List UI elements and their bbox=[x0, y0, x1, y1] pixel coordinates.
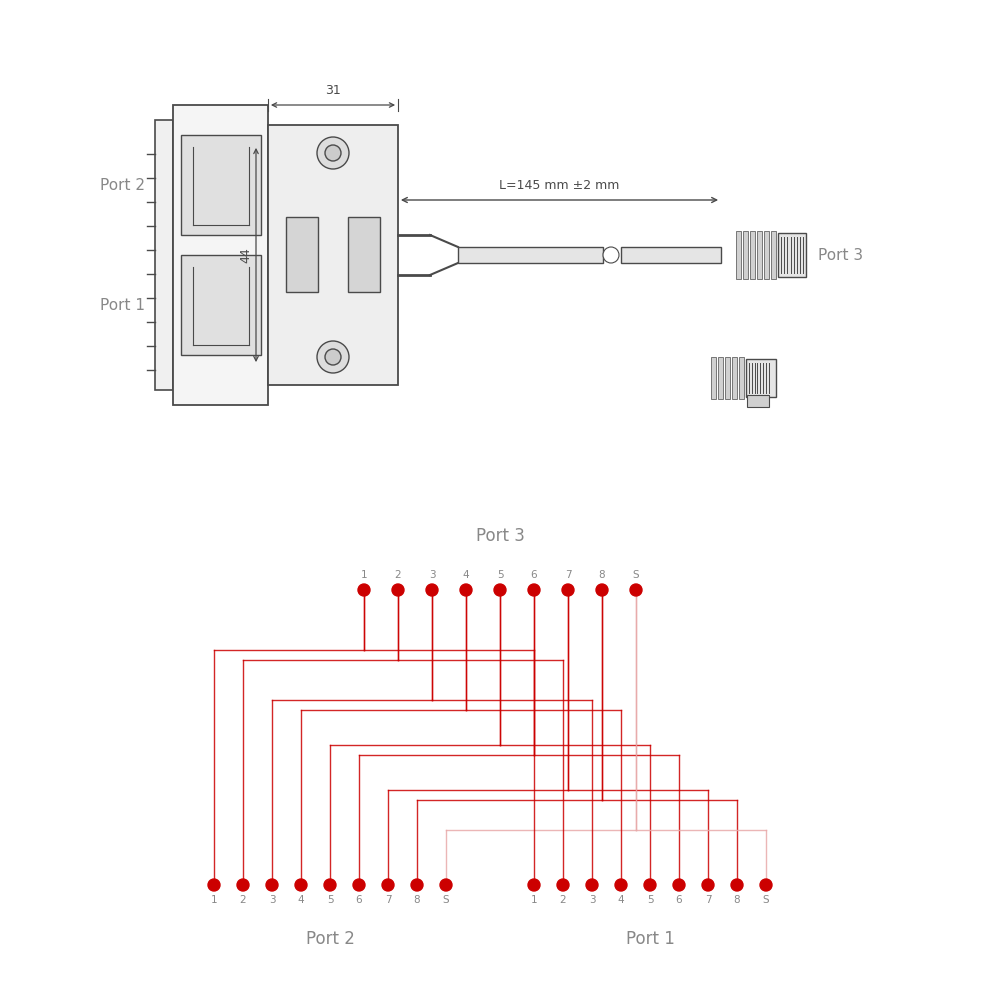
Text: 7: 7 bbox=[705, 895, 711, 905]
Text: 2: 2 bbox=[560, 895, 566, 905]
Circle shape bbox=[460, 584, 472, 596]
Circle shape bbox=[615, 879, 627, 891]
Text: 3: 3 bbox=[429, 570, 435, 580]
Text: 5: 5 bbox=[647, 895, 653, 905]
Text: 8: 8 bbox=[734, 895, 740, 905]
Text: 3: 3 bbox=[269, 895, 275, 905]
Text: 5: 5 bbox=[327, 895, 333, 905]
Bar bbox=[348, 217, 380, 292]
Circle shape bbox=[760, 879, 772, 891]
Circle shape bbox=[237, 879, 249, 891]
Bar bbox=[181, 255, 261, 355]
Bar bbox=[725, 357, 730, 399]
Text: Port 2: Port 2 bbox=[100, 178, 145, 192]
Circle shape bbox=[440, 879, 452, 891]
Bar bbox=[739, 357, 744, 399]
Circle shape bbox=[562, 584, 574, 596]
Text: 6: 6 bbox=[531, 570, 537, 580]
Circle shape bbox=[673, 879, 685, 891]
Bar bbox=[743, 231, 748, 279]
Circle shape bbox=[557, 879, 569, 891]
Text: 44: 44 bbox=[239, 247, 252, 263]
Circle shape bbox=[411, 879, 423, 891]
Text: 7: 7 bbox=[385, 895, 391, 905]
Text: 3: 3 bbox=[589, 895, 595, 905]
Bar bbox=[718, 357, 723, 399]
Bar bbox=[268, 125, 398, 385]
Bar bbox=[286, 217, 318, 292]
Circle shape bbox=[528, 584, 540, 596]
Bar bbox=[757, 231, 762, 279]
Bar bbox=[732, 357, 737, 399]
Text: S: S bbox=[763, 895, 769, 905]
Circle shape bbox=[630, 584, 642, 596]
Bar bbox=[181, 135, 261, 235]
Circle shape bbox=[494, 584, 506, 596]
Circle shape bbox=[266, 879, 278, 891]
Text: Port 1: Port 1 bbox=[100, 298, 145, 312]
Text: Port 3: Port 3 bbox=[476, 527, 524, 545]
Text: L=145 mm ±2 mm: L=145 mm ±2 mm bbox=[499, 179, 620, 192]
Text: Port 2: Port 2 bbox=[306, 930, 354, 948]
Circle shape bbox=[596, 584, 608, 596]
Text: 1: 1 bbox=[211, 895, 217, 905]
Text: 31: 31 bbox=[325, 84, 341, 97]
Circle shape bbox=[325, 145, 341, 161]
Text: 1: 1 bbox=[361, 570, 367, 580]
Text: 2: 2 bbox=[395, 570, 401, 580]
Circle shape bbox=[317, 137, 349, 169]
Circle shape bbox=[528, 879, 540, 891]
Bar bbox=[711, 357, 716, 399]
Circle shape bbox=[324, 879, 336, 891]
Text: 6: 6 bbox=[356, 895, 362, 905]
Bar bbox=[458, 247, 603, 263]
Text: 5: 5 bbox=[497, 570, 503, 580]
Circle shape bbox=[317, 341, 349, 373]
Text: S: S bbox=[443, 895, 449, 905]
Bar bbox=[750, 231, 755, 279]
Text: 4: 4 bbox=[618, 895, 624, 905]
Circle shape bbox=[644, 879, 656, 891]
Bar bbox=[155, 120, 173, 390]
Circle shape bbox=[731, 879, 743, 891]
Bar bbox=[736, 231, 741, 279]
Circle shape bbox=[208, 879, 220, 891]
Bar bbox=[746, 359, 776, 397]
Circle shape bbox=[426, 584, 438, 596]
Circle shape bbox=[603, 247, 619, 263]
Bar bbox=[764, 231, 769, 279]
Circle shape bbox=[392, 584, 404, 596]
Circle shape bbox=[295, 879, 307, 891]
Circle shape bbox=[353, 879, 365, 891]
Text: 2: 2 bbox=[240, 895, 246, 905]
Text: Port 3: Port 3 bbox=[818, 247, 863, 262]
Text: 4: 4 bbox=[463, 570, 469, 580]
Text: 6: 6 bbox=[676, 895, 682, 905]
Bar bbox=[173, 105, 268, 405]
Bar bbox=[778, 233, 806, 277]
Circle shape bbox=[586, 879, 598, 891]
Text: 1: 1 bbox=[531, 895, 537, 905]
Bar bbox=[747, 395, 769, 407]
Text: S: S bbox=[633, 570, 639, 580]
Circle shape bbox=[702, 879, 714, 891]
Circle shape bbox=[358, 584, 370, 596]
Text: Port 1: Port 1 bbox=[626, 930, 674, 948]
Text: 8: 8 bbox=[599, 570, 605, 580]
Circle shape bbox=[325, 349, 341, 365]
Text: 4: 4 bbox=[298, 895, 304, 905]
Bar bbox=[771, 231, 776, 279]
Bar bbox=[621, 247, 721, 263]
Text: 8: 8 bbox=[414, 895, 420, 905]
Circle shape bbox=[382, 879, 394, 891]
Text: 7: 7 bbox=[565, 570, 571, 580]
